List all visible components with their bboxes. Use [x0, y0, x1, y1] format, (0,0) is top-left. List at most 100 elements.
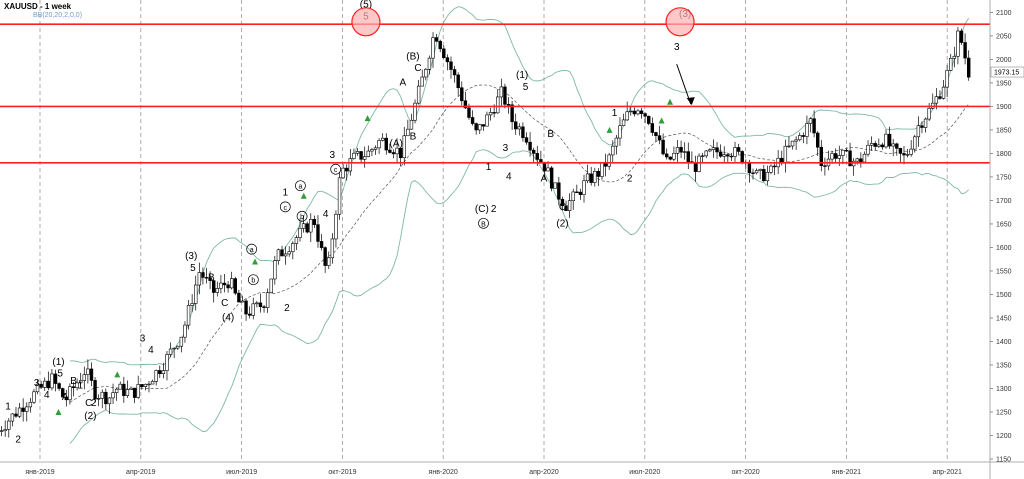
- candle-body: [64, 396, 69, 401]
- candle-body: [89, 368, 94, 381]
- candle-body: [488, 112, 493, 116]
- wave-label: 3: [503, 143, 509, 154]
- candle-body: [686, 151, 690, 162]
- candle-body: [740, 151, 744, 163]
- wave-label: (A): [389, 138, 402, 149]
- candle-body: [927, 108, 931, 120]
- candle-body: [769, 165, 773, 173]
- candle-body: [427, 57, 432, 70]
- candle-body: [341, 167, 345, 179]
- candle-body: [158, 370, 162, 374]
- candle-body: [247, 313, 252, 316]
- wave-label: 1: [486, 162, 492, 173]
- wave-label: A: [62, 392, 69, 403]
- candle-body: [873, 143, 877, 147]
- x-tick-label: июл-2019: [226, 469, 257, 476]
- candle-body: [409, 119, 414, 130]
- candle-body: [388, 149, 392, 153]
- wave-label: (C): [475, 204, 489, 215]
- candle-body: [35, 383, 40, 393]
- candle-body: [675, 147, 680, 154]
- y-tick-label: 1750: [996, 174, 1012, 181]
- candle-body: [445, 57, 450, 63]
- candle-body: [621, 119, 626, 127]
- candle-body: [549, 167, 554, 189]
- candle-body: [636, 110, 640, 115]
- wave-label: B: [410, 131, 417, 142]
- wave-label: 2: [91, 398, 97, 409]
- x-tick-label: окт-2019: [328, 469, 356, 476]
- wave-label: c: [284, 205, 288, 212]
- candle-body: [355, 151, 360, 154]
- candle-body: [229, 278, 234, 289]
- candle-body: [406, 128, 410, 137]
- wave-label: a: [298, 184, 302, 191]
- wave-label: 5: [57, 369, 63, 380]
- candle-body: [693, 162, 698, 172]
- y-tick-label: 1600: [996, 245, 1012, 252]
- candle-body: [391, 152, 396, 155]
- upper-band: [69, 6, 970, 366]
- candle-body: [902, 153, 906, 156]
- candle-body: [855, 158, 859, 162]
- lower-band: [69, 149, 969, 444]
- candle-body: [147, 383, 151, 386]
- candle-body: [887, 133, 892, 147]
- candle-body: [316, 224, 320, 242]
- candle-body: [654, 132, 658, 136]
- candle-body: [722, 154, 726, 157]
- candle-body: [57, 383, 61, 389]
- candle-body: [449, 61, 453, 70]
- x-tick-label: апр-2019: [126, 469, 156, 476]
- candle-body: [959, 30, 964, 43]
- candle-body: [179, 336, 184, 347]
- candle-body: [416, 85, 421, 104]
- wave-label: 5: [190, 263, 196, 274]
- candle-body: [265, 292, 270, 308]
- candle-body: [535, 153, 539, 160]
- candle-body: [514, 121, 518, 130]
- candle-body: [952, 55, 957, 59]
- candle-body: [10, 413, 15, 422]
- candle-body: [14, 413, 18, 417]
- candle-body: [578, 191, 583, 195]
- green-signal-arrow: [55, 408, 62, 415]
- wave-label: (5): [360, 0, 372, 11]
- candle-body: [431, 37, 435, 59]
- candle-body: [758, 168, 762, 171]
- candle-body: [765, 172, 770, 182]
- candle-body: [212, 280, 216, 293]
- y-tick-label: 1700: [996, 198, 1012, 205]
- candle-body: [398, 147, 403, 159]
- candle-body: [467, 107, 471, 118]
- wave-label-circle: [246, 243, 258, 255]
- candle-body: [334, 213, 338, 240]
- candle-body: [7, 420, 11, 430]
- candle-body: [531, 149, 536, 154]
- candle-body: [201, 272, 205, 278]
- candle-body: [593, 170, 597, 183]
- candle-body: [704, 150, 708, 157]
- candle-body: [420, 76, 424, 87]
- candle-body: [154, 370, 158, 382]
- candle-body: [71, 386, 76, 389]
- wave-label: 4: [323, 209, 329, 220]
- indicator-label: BB(20,20,2,0,0): [33, 12, 83, 19]
- wave-label-circle: [330, 163, 342, 175]
- candle-body: [21, 407, 25, 412]
- wave-label-circle: [279, 201, 291, 213]
- candle-body: [564, 205, 568, 212]
- wave-label: B: [547, 129, 554, 140]
- candle-body: [194, 284, 198, 304]
- candle-body: [86, 368, 90, 375]
- top-circle-2020: [351, 7, 381, 37]
- candle-body: [352, 152, 356, 159]
- candle-body: [104, 391, 108, 405]
- candle-body: [506, 104, 511, 106]
- candle-body: [571, 191, 575, 202]
- candle-body: [819, 146, 824, 166]
- candle-body: [575, 191, 579, 194]
- candle-body: [877, 144, 881, 147]
- candle-body: [474, 123, 478, 131]
- wave-label: (1): [52, 357, 64, 368]
